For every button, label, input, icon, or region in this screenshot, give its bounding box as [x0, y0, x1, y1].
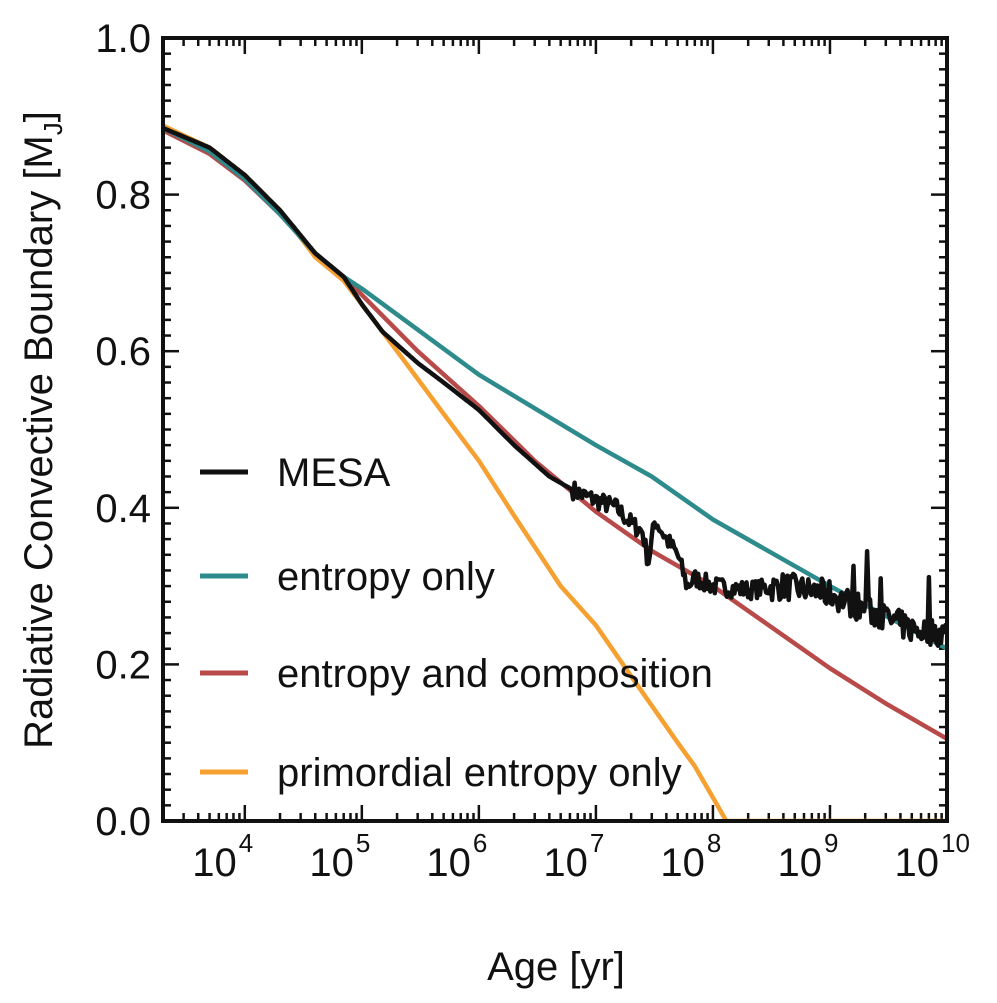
x-tick-base: 10	[660, 841, 705, 885]
y-tick-labels: 0.0 0.2 0.4 0.6 0.8 1.0	[95, 17, 151, 844]
y-tick-label: 0.0	[95, 800, 151, 844]
legend: MESA entropy only entropy and composition p…	[200, 451, 713, 795]
x-tick-exponent: 10	[941, 828, 970, 858]
series-line-2	[163, 128, 947, 741]
series-line-1	[163, 125, 947, 651]
y-axis-label-main: Radiative Convective Boundary [M	[17, 135, 61, 749]
x-tick-label: 10 9	[777, 828, 838, 885]
y-tick-label: 0.8	[95, 174, 151, 218]
legend-label: entropy only	[277, 555, 495, 599]
x-tick-exponent: 9	[824, 828, 838, 858]
x-tick-exponent: 8	[707, 828, 721, 858]
x-tick-label: 10 6	[426, 828, 487, 885]
legend-label: primordial entropy only	[277, 751, 682, 795]
y-axis-label-sub: J	[38, 122, 68, 135]
x-tick-label: 10 7	[543, 828, 604, 885]
series-layer	[163, 123, 947, 821]
legend-entry: entropy only	[200, 555, 495, 599]
y-axis-label-close: ]	[17, 111, 61, 122]
x-tick-base: 10	[192, 841, 237, 885]
legend-entry: entropy and composition	[200, 652, 713, 696]
x-tick-label: 10 8	[660, 828, 721, 885]
plot-frame	[161, 36, 949, 823]
x-tick-exponent: 4	[239, 828, 253, 858]
x-tick-base: 10	[777, 841, 822, 885]
y-tick-label: 0.6	[95, 330, 151, 374]
legend-entry: primordial entropy only	[200, 751, 682, 795]
y-tick-label: 1.0	[95, 17, 151, 61]
legend-label: entropy and composition	[277, 652, 713, 696]
x-tick-base: 10	[426, 841, 471, 885]
legend-entry: MESA	[200, 451, 391, 495]
x-tick-label: 10 4	[192, 828, 253, 885]
x-axis-label: Age [yr]	[487, 945, 625, 989]
x-tick-exponent: 7	[590, 828, 604, 858]
x-tick-base: 10	[895, 841, 940, 885]
tick-marks	[161, 36, 949, 823]
x-tick-base: 10	[543, 841, 588, 885]
x-tick-label: 10 10	[895, 828, 970, 885]
legend-label: MESA	[277, 451, 391, 495]
x-tick-exponent: 6	[473, 828, 487, 858]
y-axis-label: Radiative Convective Boundary [MJ]	[17, 111, 68, 749]
x-tick-labels: 10 4 10 5 10 6 10 7 10 8 10 9 10 10	[192, 828, 970, 885]
x-tick-exponent: 5	[356, 828, 370, 858]
y-tick-label: 0.4	[95, 487, 151, 531]
x-tick-label: 10 5	[309, 828, 370, 885]
y-tick-label: 0.2	[95, 643, 151, 687]
series-line-0	[163, 125, 947, 648]
x-tick-base: 10	[309, 841, 354, 885]
